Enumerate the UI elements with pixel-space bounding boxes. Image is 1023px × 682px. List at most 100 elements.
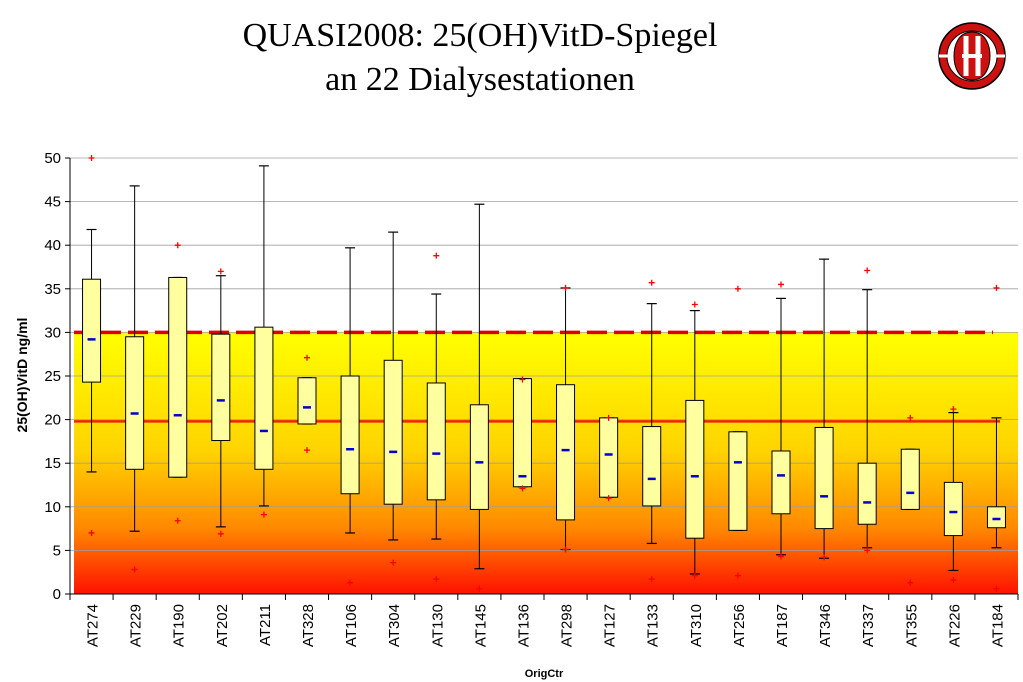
box xyxy=(82,278,102,383)
y-tick-label: 35 xyxy=(44,281,61,298)
box xyxy=(599,417,619,498)
x-tick-label: AT229 xyxy=(128,604,145,647)
outlier-point xyxy=(174,517,181,524)
outlier-point xyxy=(476,585,483,592)
outlier-point xyxy=(864,547,871,554)
box xyxy=(986,506,1006,529)
x-tick-label: AT211 xyxy=(257,604,274,646)
y-tick-label: 45 xyxy=(44,194,61,211)
outlier-point xyxy=(691,572,698,579)
outlier-point xyxy=(260,511,267,518)
x-tick-label: AT106 xyxy=(343,604,360,647)
x-tick-label: AT298 xyxy=(559,604,576,647)
x-tick-label: AT187 xyxy=(774,604,791,647)
box xyxy=(943,481,963,537)
x-tick-label: AT346 xyxy=(817,604,834,647)
box xyxy=(168,276,188,478)
outlier-point xyxy=(950,406,957,413)
x-tick-label: AT145 xyxy=(472,604,489,647)
box xyxy=(814,426,834,530)
x-tick-label: AT190 xyxy=(171,604,188,647)
outlier-point xyxy=(907,579,914,586)
outlier-point xyxy=(734,572,741,579)
x-tick-label: AT130 xyxy=(429,604,446,647)
x-tick-label: AT355 xyxy=(903,604,920,647)
outlier-point xyxy=(131,566,138,573)
outlier-point xyxy=(993,585,1000,592)
box xyxy=(340,375,360,495)
y-tick-label: 40 xyxy=(44,237,61,254)
x-tick-label: AT133 xyxy=(645,604,662,647)
box xyxy=(297,377,317,425)
box xyxy=(254,326,274,470)
outlier-point xyxy=(734,285,741,292)
outlier-point xyxy=(605,414,612,421)
outlier-point xyxy=(691,301,698,308)
outlier-point xyxy=(648,576,655,583)
y-axis-label: 25(OH)VitD ng/ml xyxy=(14,318,30,433)
x-tick-label: AT256 xyxy=(731,604,748,647)
outlier-point xyxy=(174,242,181,249)
box xyxy=(383,359,403,505)
y-tick-label: 25 xyxy=(44,368,61,385)
x-tick-label: AT136 xyxy=(515,604,532,647)
y-tick-label: 50 xyxy=(44,150,61,167)
outlier-point xyxy=(950,577,957,584)
x-tick-label: AT310 xyxy=(688,604,705,647)
outlier-point xyxy=(88,155,95,161)
y-tick-label: 20 xyxy=(44,412,61,429)
outlier-point xyxy=(993,284,1000,291)
y-tick-label: 30 xyxy=(44,324,61,341)
outlier-point xyxy=(821,554,828,561)
outlier-point xyxy=(562,546,569,553)
outlier-point xyxy=(390,559,397,566)
y-tick-label: 0 xyxy=(53,586,61,603)
box xyxy=(556,384,576,521)
x-tick-label: AT304 xyxy=(386,604,403,647)
outlier-point xyxy=(778,281,784,288)
chart-title: QUASI2008: 25(OH)VitD-Spiegel an 22 Dial… xyxy=(130,14,830,102)
y-tick-label: 10 xyxy=(44,499,61,516)
x-tick-label: AT226 xyxy=(946,604,963,647)
outlier-point xyxy=(864,267,871,274)
title-line-2: an 22 Dialysestationen xyxy=(325,61,635,98)
outlier-point xyxy=(778,553,784,560)
outlier-point xyxy=(605,495,612,502)
outlier-point xyxy=(562,284,569,291)
outlier-point xyxy=(217,530,224,537)
outlier-point xyxy=(907,414,914,421)
x-tick-label: AT184 xyxy=(989,604,1006,647)
box xyxy=(469,404,489,510)
title-line-1: QUASI2008: 25(OH)VitD-Spiegel xyxy=(242,17,718,54)
x-tick-label: AT202 xyxy=(214,604,231,647)
outlier-point xyxy=(347,579,354,586)
box xyxy=(685,399,705,539)
outlier-point xyxy=(304,447,310,454)
x-tick-label: AT127 xyxy=(602,604,619,647)
outlier-point xyxy=(519,376,526,383)
y-tick-label: 15 xyxy=(44,455,61,472)
box xyxy=(771,450,791,515)
seal-logo-icon xyxy=(938,22,1006,90)
outlier-point xyxy=(304,354,310,361)
y-tick-label: 5 xyxy=(53,542,61,559)
box xyxy=(211,333,231,442)
box xyxy=(426,382,446,501)
outlier-point xyxy=(88,529,95,536)
x-axis-label: OrigCtr xyxy=(525,668,564,680)
box xyxy=(857,462,877,525)
outlier-point xyxy=(217,268,224,275)
box xyxy=(125,336,145,470)
box xyxy=(512,378,532,488)
box xyxy=(642,426,662,507)
x-tick-label: AT328 xyxy=(300,604,317,647)
outlier-point xyxy=(433,576,440,583)
box xyxy=(900,448,920,510)
x-tick-label: AT337 xyxy=(860,604,877,647)
x-tick-label: AT274 xyxy=(85,604,102,647)
outlier-point xyxy=(519,485,526,492)
outlier-point xyxy=(648,279,655,286)
box xyxy=(728,431,748,531)
outlier-point xyxy=(433,252,440,259)
